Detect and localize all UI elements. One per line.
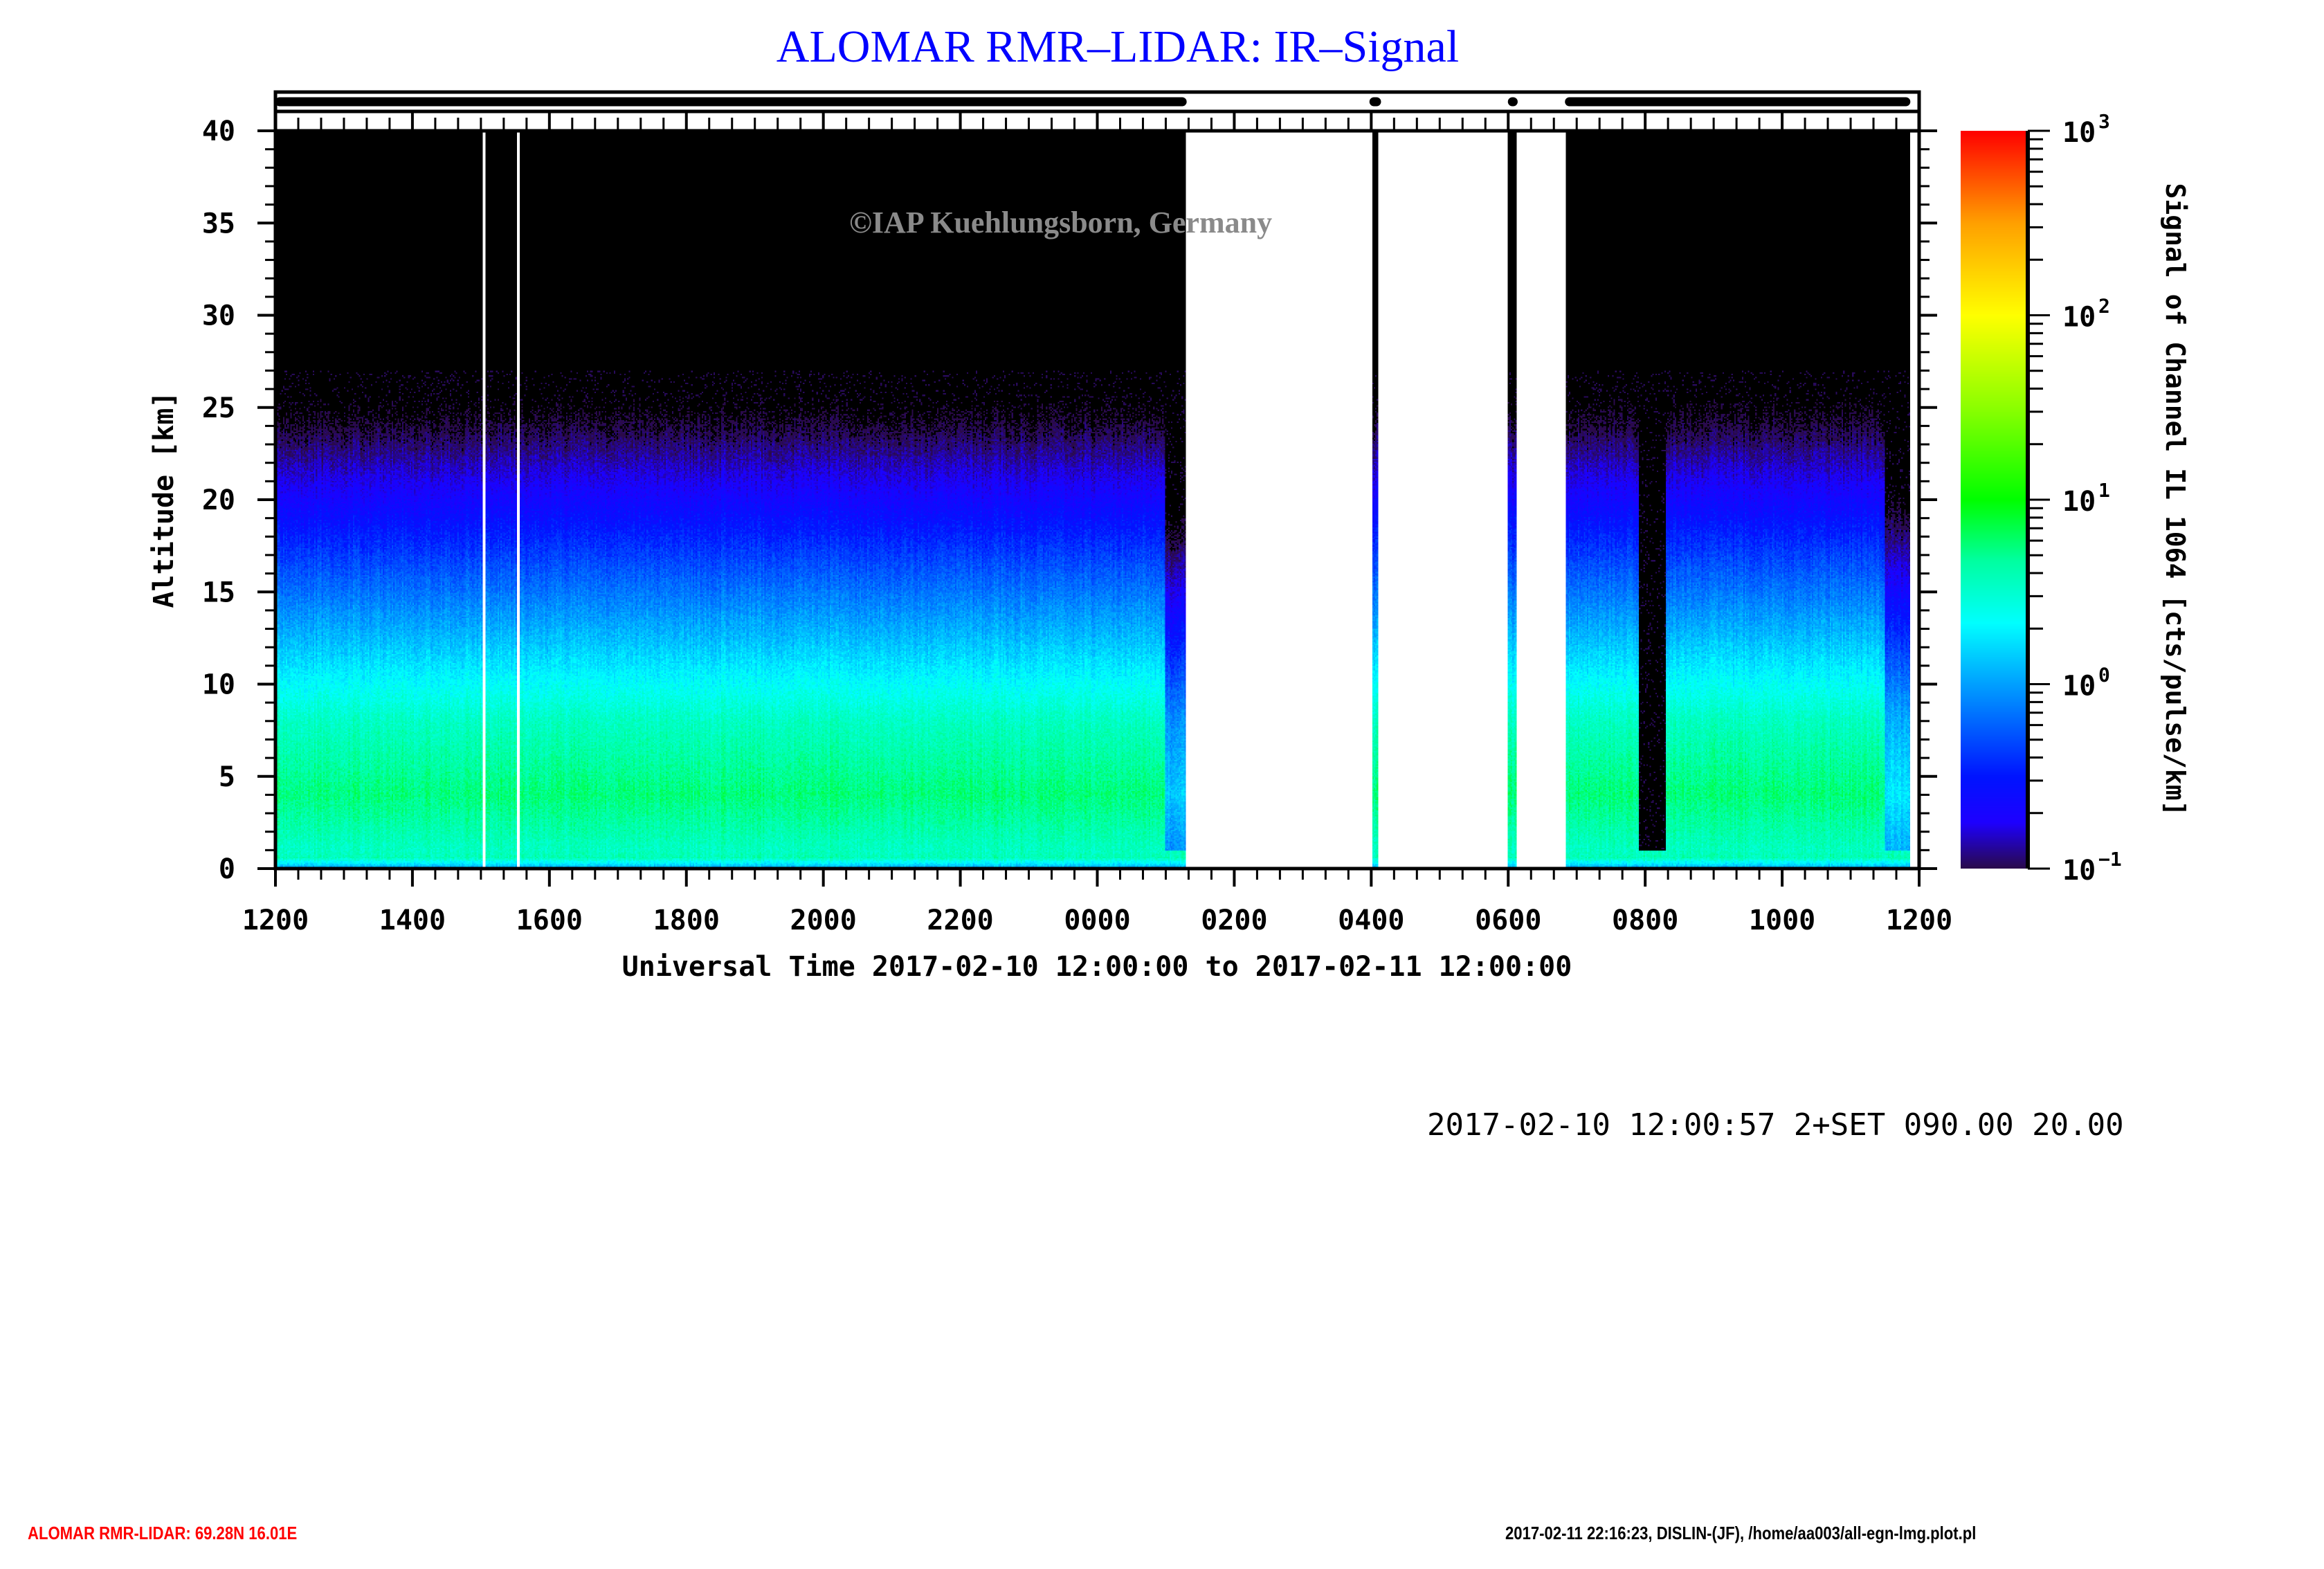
y-tick-label: 30 <box>202 300 235 332</box>
colorbar-tick-base: 10 <box>2062 486 2096 518</box>
footer-generator: 2017-02-11 22:16:23, DISLIN-(JF), /home/… <box>1505 1523 1977 1543</box>
colorbar-tick-exponent: 0 <box>2098 664 2110 687</box>
watermark: ©IAP Kuehlungsborn, Germany <box>849 206 1273 239</box>
y-tick-label: 25 <box>202 392 235 424</box>
chart-title: ALOMAR RMR–LIDAR: IR–Signal <box>776 21 1460 72</box>
x-tick-label: 0000 <box>1064 905 1130 936</box>
x-tick-label: 1000 <box>1749 905 1815 936</box>
colorbar-tick-base: 10 <box>2062 671 2096 702</box>
x-tick-label: 2000 <box>790 905 857 936</box>
plot-frame <box>273 129 1921 871</box>
colorbar-tick-exponent: 2 <box>2098 295 2110 318</box>
x-tick-label: 0600 <box>1475 905 1541 936</box>
colorbar <box>1961 131 2028 869</box>
colorbar-tick-base: 10 <box>2062 302 2096 334</box>
x-tick-label: 1200 <box>1886 905 1952 936</box>
footer-station: ALOMAR RMR-LIDAR: 69.28N 16.01E <box>28 1523 298 1543</box>
colorbar-label: Signal of Channel IL 1064 [cts/pulse/km] <box>2160 183 2190 816</box>
x-tick-label: 1200 <box>242 905 309 936</box>
y-tick-label: 20 <box>202 484 235 516</box>
y-tick-label: 35 <box>202 208 235 239</box>
signal-heatmap <box>275 131 1919 869</box>
y-tick-label: 10 <box>202 669 235 701</box>
x-tick-label: 2200 <box>927 905 993 936</box>
x-tick-label: 0800 <box>1612 905 1678 936</box>
x-tick-label: 0400 <box>1338 905 1404 936</box>
colorbar-tick-base: 10 <box>2062 855 2096 887</box>
colorbar-tick-exponent: 3 <box>2098 110 2110 133</box>
x-tick-label: 1600 <box>516 905 583 936</box>
y-tick-label: 40 <box>202 116 235 147</box>
x-tick-label: 0200 <box>1201 905 1267 936</box>
x-axis-label: Universal Time 2017-02-10 12:00:00 to 20… <box>622 951 1572 983</box>
measurement-info: 2017-02-10 12:00:57 2+SET 090.00 20.00 <box>1427 1107 2124 1143</box>
colorbar-tick-base: 10 <box>2062 117 2096 149</box>
y-axis-label: Altitude [km] <box>148 391 180 608</box>
x-tick-label: 1800 <box>653 905 720 936</box>
y-tick-label: 0 <box>219 853 235 885</box>
y-tick-label: 15 <box>202 577 235 608</box>
colorbar-tick-exponent: −1 <box>2098 848 2122 871</box>
y-tick-label: 5 <box>219 761 235 793</box>
x-tick-label: 1400 <box>379 905 446 936</box>
colorbar-tick-exponent: 1 <box>2098 479 2110 502</box>
